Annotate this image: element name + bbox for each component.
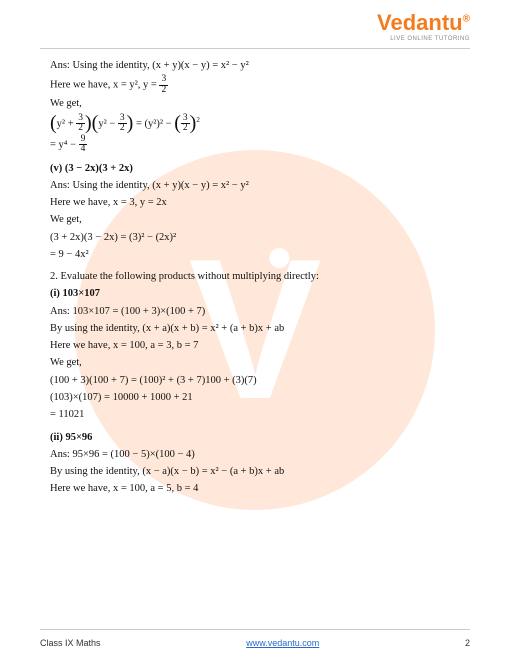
- text-span: (v) (3 − 2x)(3 + 2x): [50, 163, 133, 174]
- fraction: 32: [118, 114, 127, 134]
- text-line: Ans: Using the identity, (x + y)(x − y) …: [50, 58, 460, 74]
- text-line: Here we have, x = 100, a = 3, b = 7: [50, 338, 460, 354]
- footer-divider: [40, 629, 470, 630]
- fraction: 94: [79, 135, 88, 155]
- text-line: We get,: [50, 355, 460, 371]
- text-line: Here we have, x = 3, y = 2x: [50, 195, 460, 211]
- question-2ii-block: (ii) 95×96 Ans: 95×96 = (100 − 5)×(100 −…: [50, 430, 460, 498]
- text-line: We get,: [50, 212, 460, 228]
- equation-line: (3 + 2x)(3 − 2x) = (3)² − (2x)²: [50, 230, 460, 246]
- question-heading: 2. Evaluate the following products witho…: [50, 269, 460, 285]
- equation-line: = y⁴ − 94: [50, 135, 460, 155]
- equation-line: (y² + 32)(y² − 32) = (y²)² − (32)2: [50, 114, 460, 134]
- footer-page-number: 2: [465, 638, 470, 648]
- fraction: 32: [159, 75, 168, 95]
- question-2-block: 2. Evaluate the following products witho…: [50, 269, 460, 423]
- logo-word: Vedantu: [377, 10, 463, 35]
- equation-line: (103)×(107) = 10000 + 1000 + 21: [50, 390, 460, 406]
- text-span: (ii) 95×96: [50, 432, 92, 443]
- text-span: (i) 103×107: [50, 288, 100, 299]
- text-line: Ans: Using the identity, (x + y)(x − y) …: [50, 178, 460, 194]
- text-line: Ans: 95×96 = (100 − 5)×(100 − 4): [50, 447, 460, 463]
- subpart-heading: (ii) 95×96: [50, 430, 460, 446]
- equation-line: = 9 − 4x²: [50, 247, 460, 263]
- footer-link[interactable]: www.vedantu.com: [246, 638, 319, 648]
- fraction: 32: [181, 114, 190, 134]
- solution-block-iv: Ans: Using the identity, (x + y)(x − y) …: [50, 58, 460, 155]
- text-line: Here we have, x = y², y = 32: [50, 75, 460, 95]
- text-line: By using the identity, (x − a)(x − b) = …: [50, 464, 460, 480]
- page-content: Ans: Using the identity, (x + y)(x − y) …: [50, 58, 460, 504]
- text-line: By using the identity, (x + a)(x + b) = …: [50, 321, 460, 337]
- equation-line: = 11021: [50, 407, 460, 423]
- header-logo-block: Vedantu® LIVE ONLINE TUTORING: [377, 10, 470, 42]
- fraction: 32: [76, 114, 85, 134]
- text-line: We get,: [50, 96, 460, 112]
- header-divider: [40, 48, 470, 49]
- logo-tagline: LIVE ONLINE TUTORING: [377, 36, 470, 42]
- subpart-heading: (v) (3 − 2x)(3 + 2x): [50, 161, 460, 177]
- logo-text: Vedantu®: [377, 10, 470, 36]
- text-span: Here we have, x = y², y =: [50, 80, 159, 91]
- equation-line: (100 + 3)(100 + 7) = (100)² + (3 + 7)100…: [50, 373, 460, 389]
- footer-class-label: Class IX Maths: [40, 638, 101, 648]
- logo-mark: ®: [463, 14, 470, 25]
- text-line: Here we have, x = 100, a = 5, b = 4: [50, 481, 460, 497]
- page-footer: Class IX Maths www.vedantu.com 2: [40, 638, 470, 648]
- subpart-heading: (i) 103×107: [50, 286, 460, 302]
- text-span: = (y²)² −: [133, 118, 174, 129]
- solution-block-v: (v) (3 − 2x)(3 + 2x) Ans: Using the iden…: [50, 161, 460, 264]
- text-span: = y⁴ −: [50, 139, 79, 150]
- text-line: Ans: 103×107 = (100 + 3)×(100 + 7): [50, 304, 460, 320]
